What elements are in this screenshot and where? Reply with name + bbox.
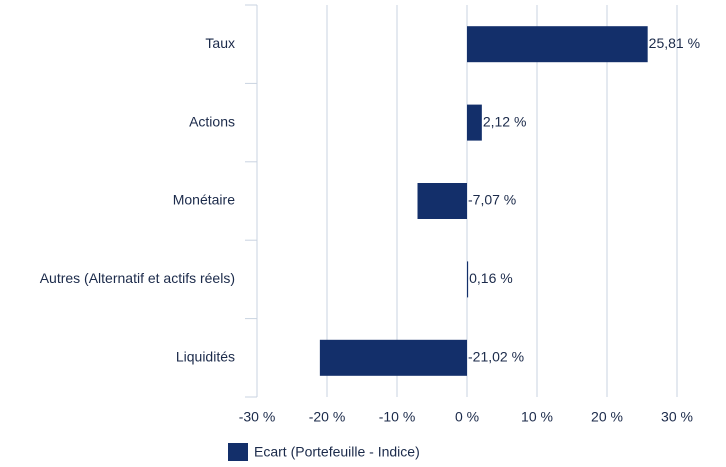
x-tick-label: -20 %: [309, 409, 346, 425]
x-tick-label: 30 %: [661, 409, 693, 425]
y-tick-label: Autres (Alternatif et actifs réels): [40, 270, 235, 286]
legend-swatch: [228, 443, 248, 461]
x-tick-label: 20 %: [591, 409, 623, 425]
x-tick-label: 10 %: [521, 409, 553, 425]
bar: [467, 26, 648, 63]
bar: [467, 104, 482, 141]
x-tick-label: -10 %: [379, 409, 416, 425]
value-label: -21,02 %: [468, 349, 524, 365]
y-tick-label: Actions: [189, 113, 235, 129]
bar: [319, 339, 467, 376]
y-tick-label: Monétaire: [173, 192, 235, 208]
x-tick-label: -30 %: [239, 409, 276, 425]
y-tick-label: Liquidités: [176, 349, 235, 365]
bar: [417, 183, 467, 219]
x-tick-label: 0 %: [455, 409, 479, 425]
legend-label: Ecart (Portefeuille - Indice): [254, 444, 420, 460]
bar: [467, 261, 469, 298]
value-label: 2,12 %: [483, 113, 527, 129]
y-tick-label: Taux: [205, 35, 235, 51]
value-label: -7,07 %: [468, 192, 516, 208]
value-label: 0,16 %: [469, 270, 513, 286]
value-label: 25,81 %: [649, 35, 700, 51]
